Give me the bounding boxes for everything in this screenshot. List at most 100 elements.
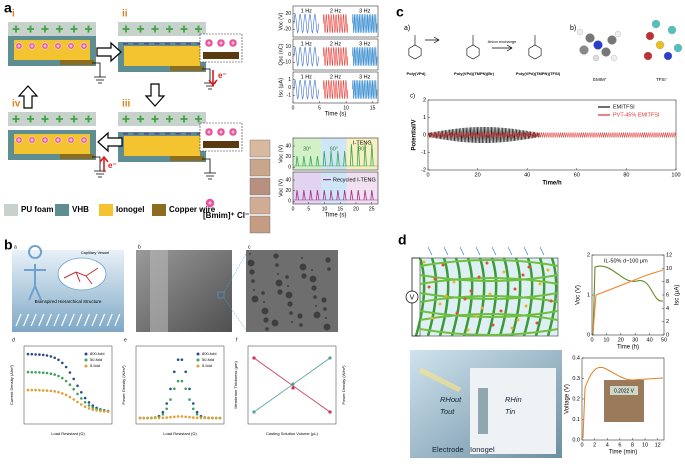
panel-label: b	[4, 237, 13, 253]
plot-frame	[292, 171, 379, 205]
water-arrow	[491, 246, 497, 256]
atom	[651, 19, 661, 29]
x-tick-label: 60	[574, 172, 580, 178]
angle-label: 60°	[330, 146, 338, 152]
positive-charge	[12, 25, 20, 33]
y-tick-label: -20	[284, 27, 291, 33]
data-point-decor	[83, 405, 87, 409]
data-point-decor	[41, 353, 45, 357]
positive-charge	[151, 25, 159, 33]
ion-dot	[521, 273, 525, 277]
data-point-decor	[291, 386, 295, 390]
pore	[311, 269, 313, 271]
data-point-decor	[192, 416, 195, 419]
voc-trace	[592, 265, 664, 336]
data-point-decor	[68, 395, 72, 399]
data-point-decor	[34, 371, 37, 374]
x-axis-label: Time (min)	[609, 450, 637, 456]
data-point-decor	[49, 355, 53, 358]
y-tick-label: 0.4	[572, 355, 580, 361]
data-point-decor	[80, 403, 83, 406]
data-point-decor	[184, 370, 187, 374]
x-tick-label: 6	[618, 442, 621, 448]
pore	[251, 295, 259, 303]
frequency-label: 2 Hz	[330, 8, 342, 14]
data-point-decor	[102, 410, 106, 413]
ion-dot	[455, 311, 459, 315]
polymer-fiber	[522, 257, 534, 337]
data-point-decor	[38, 371, 41, 374]
positive-charge	[41, 115, 49, 123]
sem-zoom-box	[217, 291, 225, 299]
ion-plus	[219, 130, 223, 134]
atom	[614, 30, 622, 38]
y-tick-label: -1	[421, 150, 426, 156]
ion-plus	[17, 44, 21, 48]
pore	[263, 301, 265, 303]
y-tick-label: 0	[288, 165, 291, 171]
data-point-decor	[87, 404, 91, 407]
pore	[251, 279, 255, 283]
polymer-fiber	[419, 310, 559, 318]
current-arrow-head	[99, 155, 109, 163]
legend-label: Ionogel	[116, 205, 144, 214]
subpanel-label: c	[248, 244, 251, 250]
negative-charge	[175, 43, 181, 45]
ion-dot	[438, 302, 442, 306]
sunlight	[418, 367, 462, 393]
ion-plus	[17, 138, 21, 142]
signal-trace	[427, 126, 540, 144]
signal-trace	[352, 47, 378, 66]
atom	[579, 45, 589, 55]
ionogel	[14, 134, 90, 154]
data-point-decor	[184, 387, 187, 391]
x-tick-label: 2	[593, 442, 596, 448]
positive-charge	[137, 115, 144, 123]
ion-plus	[231, 130, 235, 134]
ion-plus	[207, 130, 211, 134]
fiber	[53, 313, 60, 327]
x-axis-label: Time (h)	[617, 345, 639, 351]
legend-label: 50-fold	[202, 357, 214, 362]
data-point-decor	[192, 402, 195, 405]
hand-photo	[249, 177, 271, 196]
data-point-decor	[41, 389, 45, 392]
ion-plus	[69, 138, 73, 142]
hand-photo	[249, 158, 271, 177]
hand-photo	[249, 215, 271, 234]
x-axis-label: Casting Solution Volume (μL)	[266, 431, 319, 436]
y-tick-label: 0	[423, 132, 426, 138]
y-tick-label: 20	[285, 188, 291, 194]
signal-trace	[352, 14, 378, 33]
polymer-fiber	[419, 295, 559, 303]
data-point-decor	[30, 352, 34, 356]
pu-foam	[8, 22, 96, 36]
data-point-decor	[87, 407, 91, 410]
data-point-decor	[165, 402, 168, 405]
data-point-decor	[176, 415, 180, 418]
y2-tick-label: 2	[666, 319, 669, 325]
angle-label: 30°	[303, 146, 311, 152]
copper-wire	[170, 156, 204, 161]
ion-label: EMIM⁺	[593, 77, 608, 82]
subpanel-label: b)	[570, 25, 576, 32]
electron-label: e⁻	[108, 161, 117, 170]
ring	[528, 44, 542, 60]
data-point-decor	[49, 389, 53, 393]
positive-charge	[70, 25, 78, 33]
water-arrow	[523, 246, 529, 256]
pore	[311, 285, 317, 291]
reaction-arrow	[425, 36, 440, 44]
y2-tick-label: 10	[666, 266, 672, 272]
wire	[202, 68, 211, 83]
positive-charge	[85, 115, 92, 123]
ion-dot	[463, 297, 467, 301]
x-axis-label: Load Resistant (Ω)	[163, 431, 197, 436]
ion-dot	[441, 263, 445, 267]
y-axis-label: Voc (V)	[278, 145, 284, 163]
ion-dot	[549, 299, 553, 303]
fiber	[23, 313, 30, 327]
ion-dot	[513, 287, 517, 291]
pore	[273, 253, 279, 259]
water-arrow	[459, 246, 465, 256]
